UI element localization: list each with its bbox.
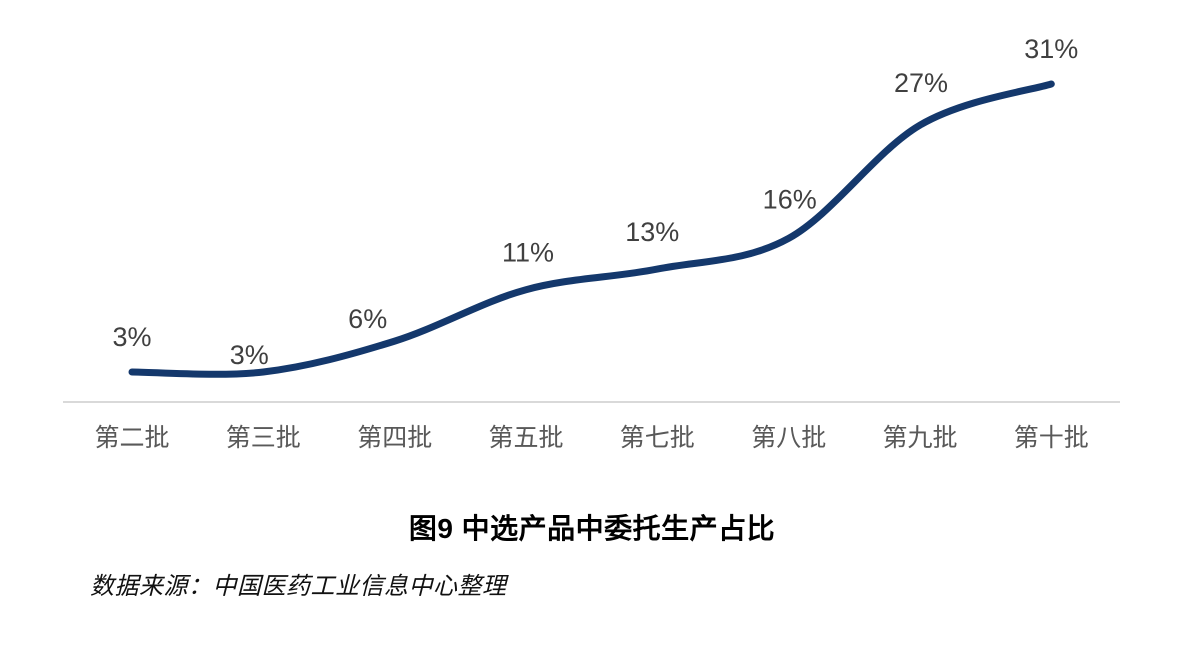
data-label: 6% (348, 304, 387, 334)
data-label: 13% (625, 217, 679, 247)
x-axis-tick-label: 第八批 (751, 424, 826, 452)
x-axis-tick-label: 第九批 (882, 424, 957, 452)
source-note: 数据来源：中国医药工业信息中心整理 (90, 573, 507, 600)
x-axis-tick-label: 第三批 (226, 424, 301, 452)
x-axis-tick-label: 第五批 (488, 424, 563, 452)
trend-line (128, 80, 1055, 378)
x-axis-tick-label: 第十批 (1014, 424, 1089, 452)
chart-title: 图9 中选产品中委托生产占比 (408, 513, 776, 544)
x-axis-tick-label: 第四批 (357, 424, 432, 452)
data-label: 11% (502, 238, 554, 268)
data-label: 27% (894, 68, 948, 98)
data-label: 16% (763, 184, 817, 214)
x-axis-tick-label: 第七批 (620, 424, 695, 452)
data-label: 31% (1024, 34, 1078, 64)
data-label: 3% (112, 322, 151, 352)
data-label: 3% (230, 340, 269, 370)
x-axis-tick-label: 第二批 (94, 424, 169, 452)
